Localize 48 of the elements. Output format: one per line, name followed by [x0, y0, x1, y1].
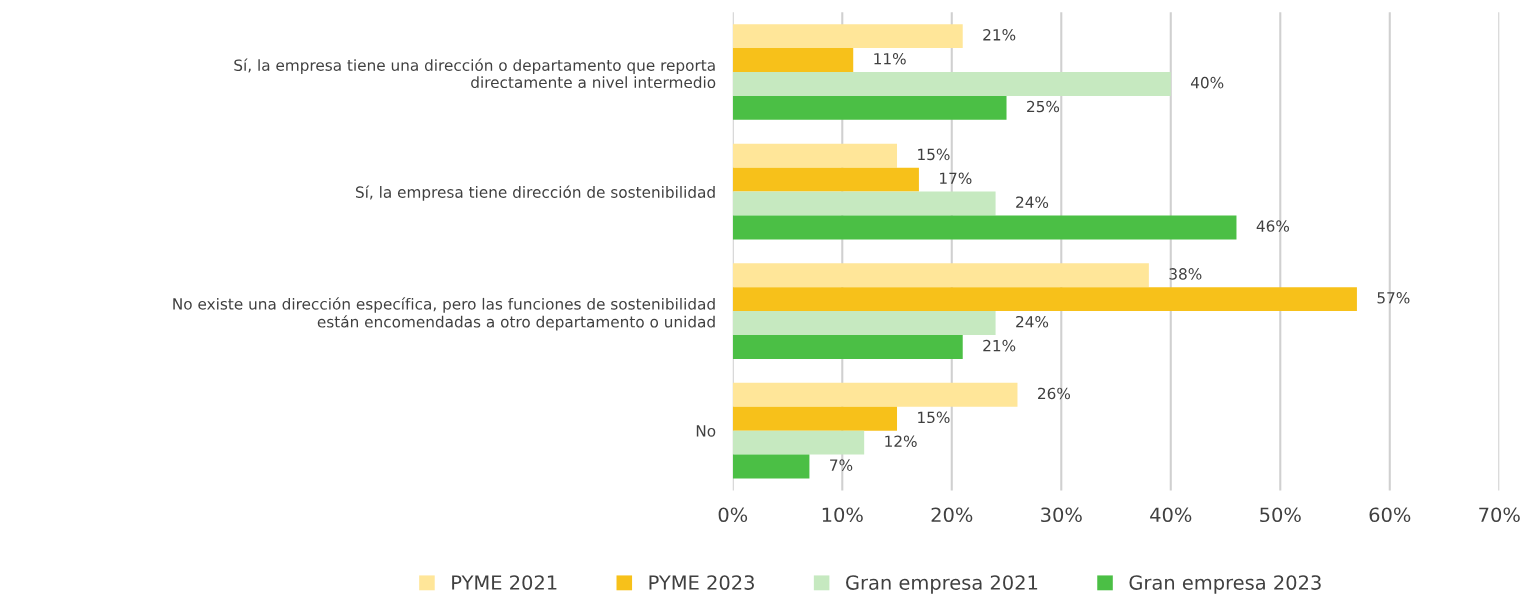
- data-label: 17%: [940, 172, 972, 185]
- x-tick-label: 50%: [1260, 507, 1301, 523]
- bar: [732, 287, 1357, 312]
- bar: [732, 48, 854, 73]
- bar: [732, 263, 1149, 288]
- bar: [732, 95, 1007, 120]
- legend-label: PYME 2023: [649, 575, 754, 590]
- data-label: 15%: [918, 411, 950, 424]
- x-tick-label: 0%: [718, 507, 748, 523]
- x-tick-label: 40%: [1150, 507, 1192, 523]
- y-tick-label: Sí, la empresa tiene dirección de sostenibilidad: [355, 185, 715, 201]
- data-label: 57%: [1377, 292, 1410, 304]
- data-label: 26%: [1038, 387, 1071, 400]
- data-label: 40%: [1190, 76, 1224, 89]
- bar: [732, 215, 1237, 240]
- x-tick-label: 60%: [1369, 507, 1411, 523]
- bar: [732, 454, 810, 479]
- y-tick-label: No existe una dirección específica, pero las funciones de sostenibilidad están encomendadas a otro departamento o unidad: [173, 297, 715, 331]
- data-label: 15%: [918, 148, 950, 161]
- data-label: 25%: [1027, 100, 1060, 113]
- bar: [732, 167, 919, 192]
- bar: [732, 191, 996, 216]
- x-tick-label: 20%: [931, 507, 973, 523]
- legend-label: PYME 2021: [452, 575, 557, 590]
- data-label: 12%: [885, 435, 917, 448]
- bar: [732, 24, 963, 49]
- data-label: 24%: [1016, 315, 1049, 328]
- y-tick-label: Sí, la empresa tiene una dirección o departamento que reporta directamente a nivel intermedio: [234, 58, 716, 89]
- data-label: 46%: [1256, 220, 1290, 232]
- bar: [732, 335, 963, 359]
- x-tick-label: 10%: [822, 507, 863, 523]
- data-label: 21%: [983, 339, 1016, 352]
- legend-label: Gran empresa 2023: [1129, 575, 1321, 594]
- data-label: 38%: [1169, 268, 1202, 280]
- y-tick-label: No: [696, 425, 716, 437]
- bar: [732, 406, 898, 431]
- data-label: 11%: [874, 52, 906, 65]
- bar: [732, 311, 996, 335]
- data-label: 7%: [830, 459, 853, 471]
- x-tick-label: 70%: [1479, 507, 1520, 523]
- data-label: 24%: [1016, 196, 1049, 208]
- bar: [732, 430, 865, 455]
- data-label: 21%: [983, 29, 1016, 41]
- bar: [732, 143, 898, 168]
- legend-label: Gran empresa 2021: [846, 575, 1038, 594]
- bar: [732, 382, 1018, 407]
- bar: [732, 72, 1171, 96]
- x-tick-label: 30%: [1041, 507, 1082, 523]
